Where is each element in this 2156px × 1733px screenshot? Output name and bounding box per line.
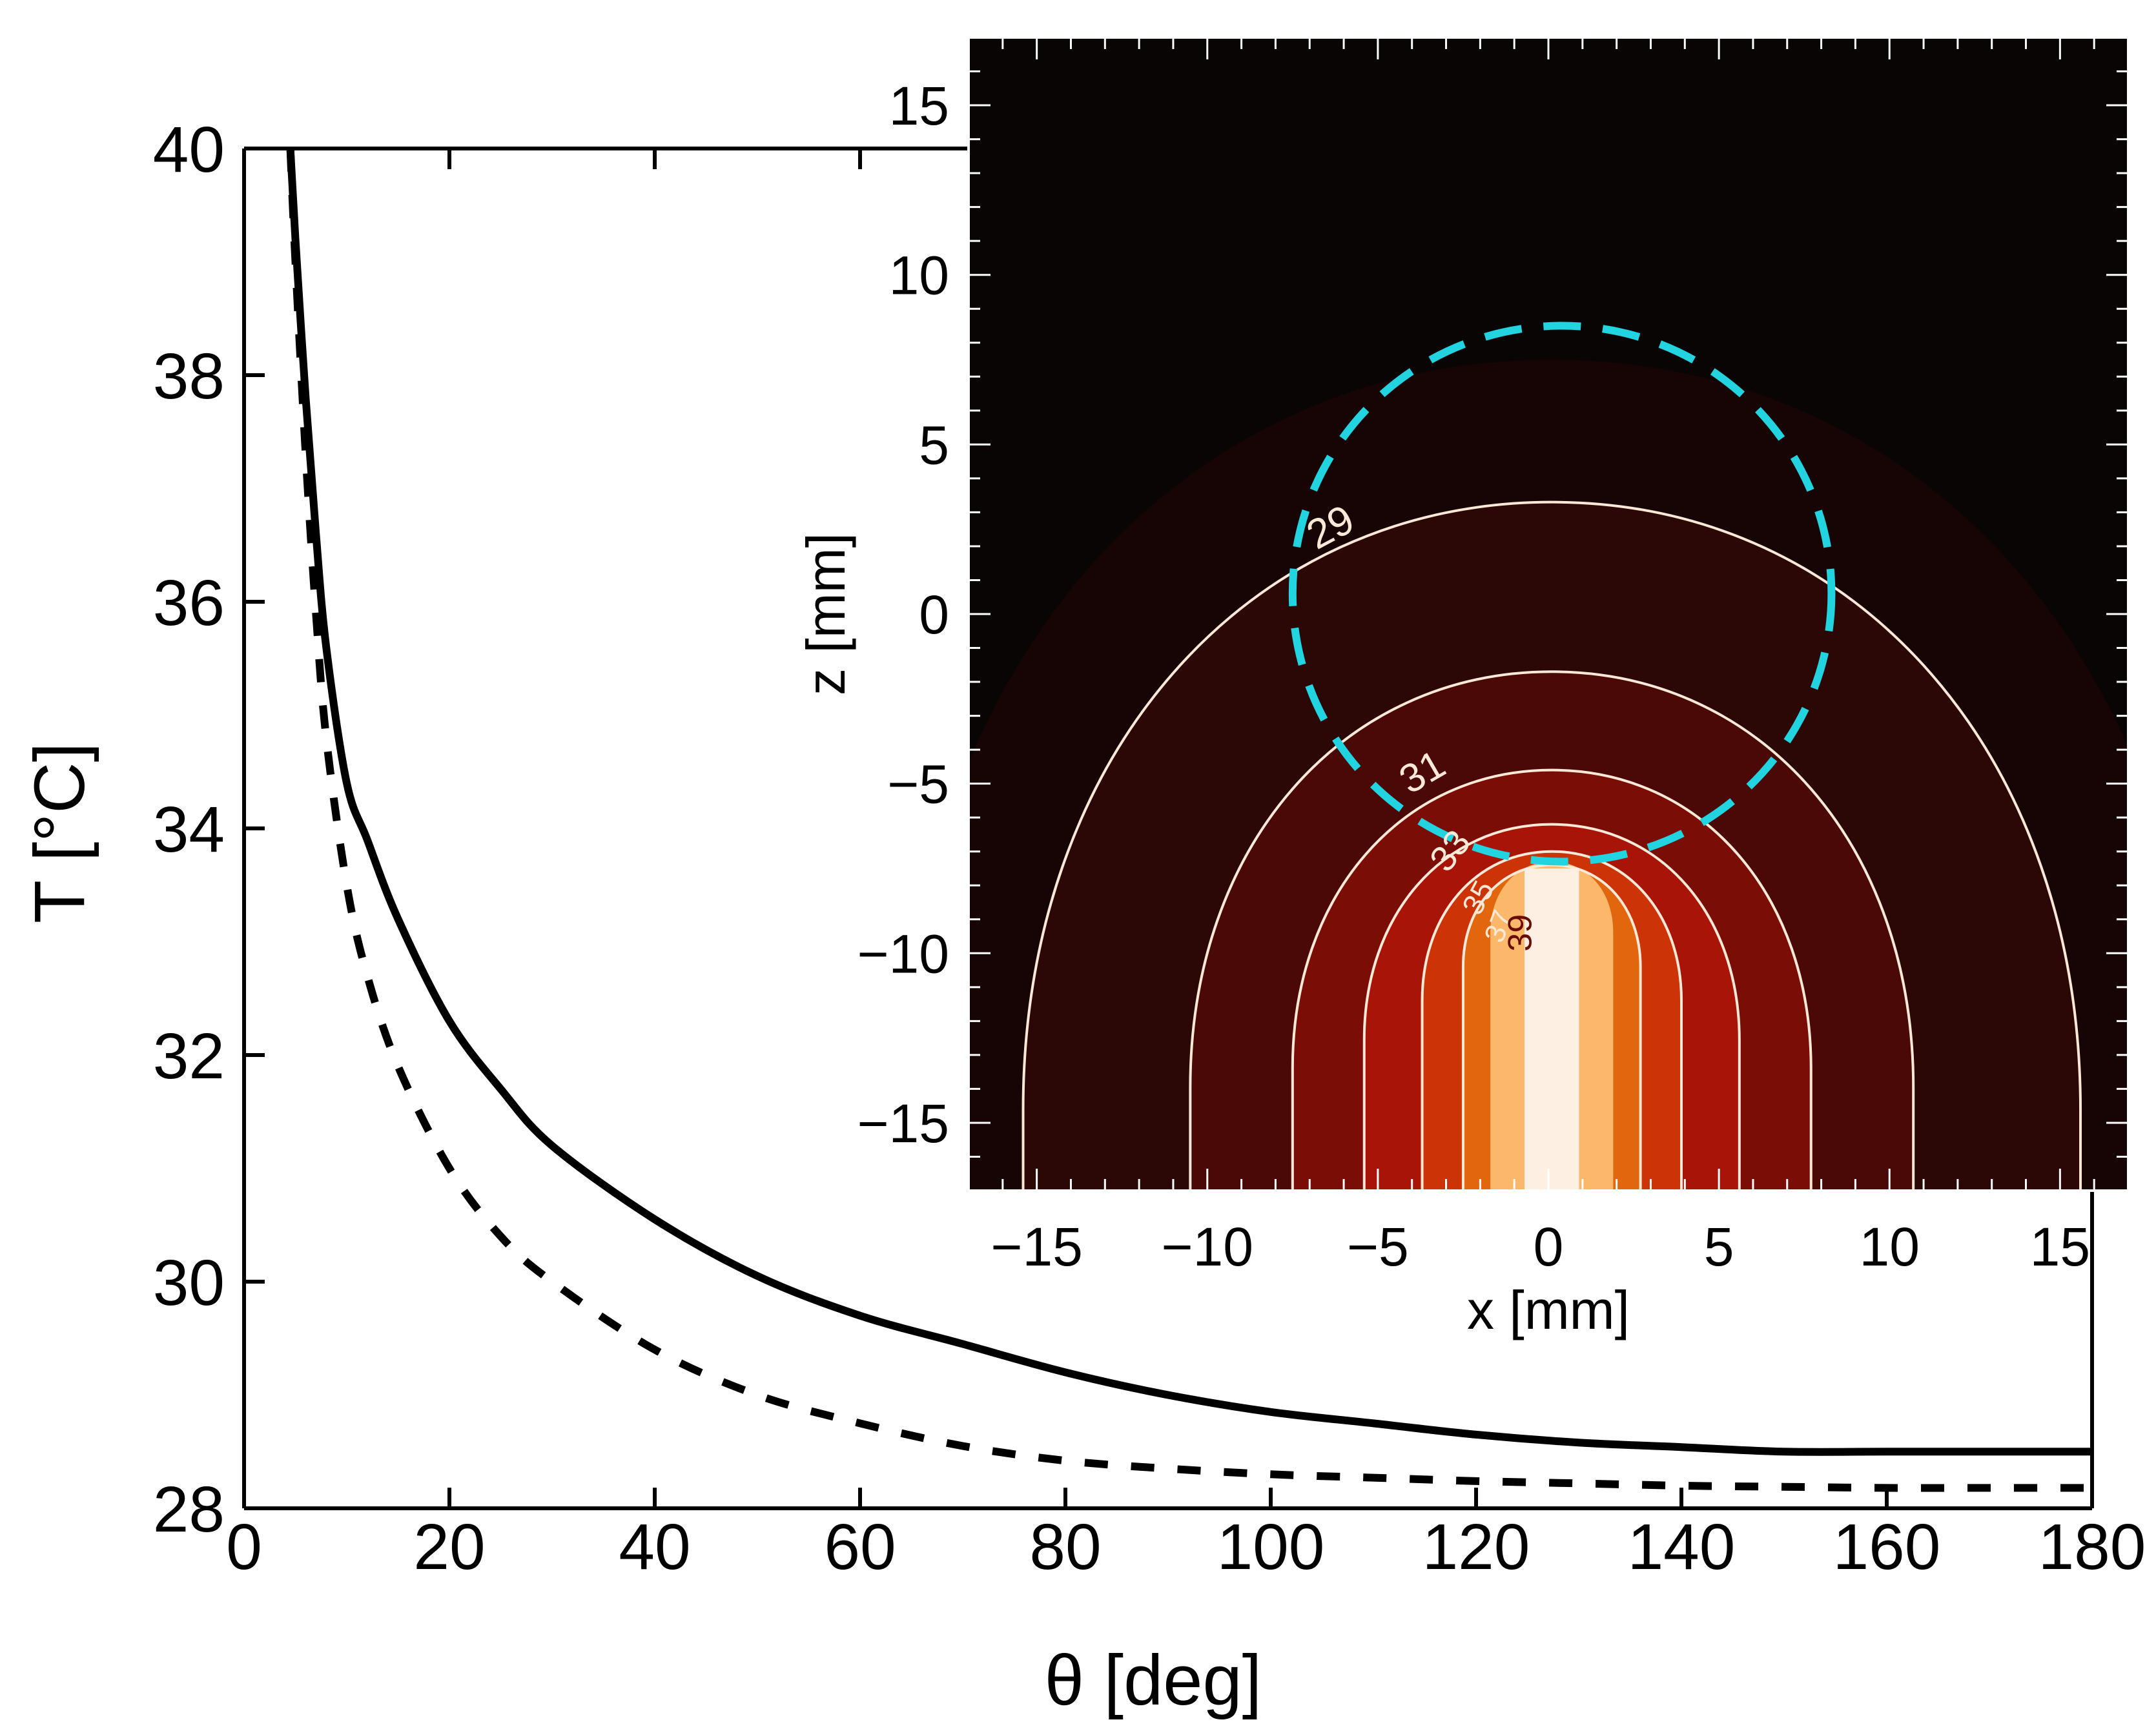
main-y-tick-label: 32 [153,1020,225,1092]
main-axes [242,147,2094,1510]
main-x-tick-label: 140 [1628,1511,1736,1583]
inset-frame [967,36,2130,1192]
main-x-tick-label: 60 [824,1511,896,1583]
contour-line-31 [1189,670,1915,1191]
main-y-tick-labels: 28 30 32 34 36 38 40 [153,114,225,1546]
inset-contour-lines [1022,500,2082,1191]
main-y-tick-label: 30 [153,1247,225,1319]
main-x-tick-label: 0 [226,1511,262,1583]
inset-y-tick-label: −10 [857,923,950,984]
main-x-axis-label: θ [deg] [1045,1641,1262,1720]
inset-y-tick-label: −5 [887,754,949,815]
contour-line-29 [1022,500,2082,1191]
main-y-tick-label: 34 [153,794,225,866]
inset-x-axis-label: x [mm] [1467,1280,1630,1340]
main-y-tick-label: 28 [153,1473,225,1546]
contour-line-37 [1421,850,1683,1191]
main-x-tick-label: 20 [413,1511,485,1583]
main-y-axis-label: T [°C] [20,743,99,923]
target-region-circle [1288,322,1836,866]
inset-x-tick-label: 0 [1534,1216,1564,1277]
inset-x-tick-labels: −15 −10 −5 0 5 10 15 [991,1216,2090,1277]
inset-y-tick-label: 15 [889,76,949,136]
inset-y-axis-label: z [mm] [796,533,856,695]
inset-x-tick-label: −10 [1162,1216,1254,1277]
inset-x-tick-label: 5 [1704,1216,1734,1277]
main-x-tick-label: 160 [1833,1511,1941,1583]
inset-probe [1525,868,1579,1191]
main-y-tick-label: 40 [153,114,225,186]
main-x-tick-label: 100 [1217,1511,1325,1583]
contour-line-35 [1362,823,1741,1191]
main-x-tick-label: 80 [1029,1511,1101,1583]
main-y-tick-label: 38 [153,340,225,413]
main-x-tick-label: 180 [2038,1511,2146,1583]
inset-x-tick-label: 15 [2030,1216,2090,1277]
inset-y-tick-label: −15 [857,1093,950,1154]
inset-y-tick-label: 5 [919,415,949,475]
series-dashed-line [286,149,2092,1492]
inset-y-tick-label: 0 [919,584,949,645]
inset-x-tick-label: −5 [1347,1216,1409,1277]
main-x-tick-label: 40 [619,1511,690,1583]
series-solid-line [286,149,2092,1456]
inset-x-tick-label: 10 [1860,1216,1920,1277]
contour-line-33 [1291,768,1812,1191]
inset-dashed-circle [1288,322,1836,866]
inset-tick-marks [967,36,2130,1192]
inset-x-tick-label: −15 [991,1216,1083,1277]
heat-probe [1525,868,1579,1191]
main-curves [286,149,2092,1492]
main-line-chart: 0 20 40 60 80 100 120 140 160 180 28303234363840 … [20,114,2146,1720]
contour-label-39: 39 [1502,914,1539,952]
main-x-tick-label: 120 [1422,1511,1530,1583]
inset-y-tick-label: 10 [889,245,949,306]
main-y-tick-label: 36 [153,567,225,639]
inset-y-tick-labels: −15 −10 −5 0 5 10 15 [857,76,950,1154]
main-x-tick-labels: 0 20 40 60 80 100 120 140 160 180 [226,1511,2146,1583]
